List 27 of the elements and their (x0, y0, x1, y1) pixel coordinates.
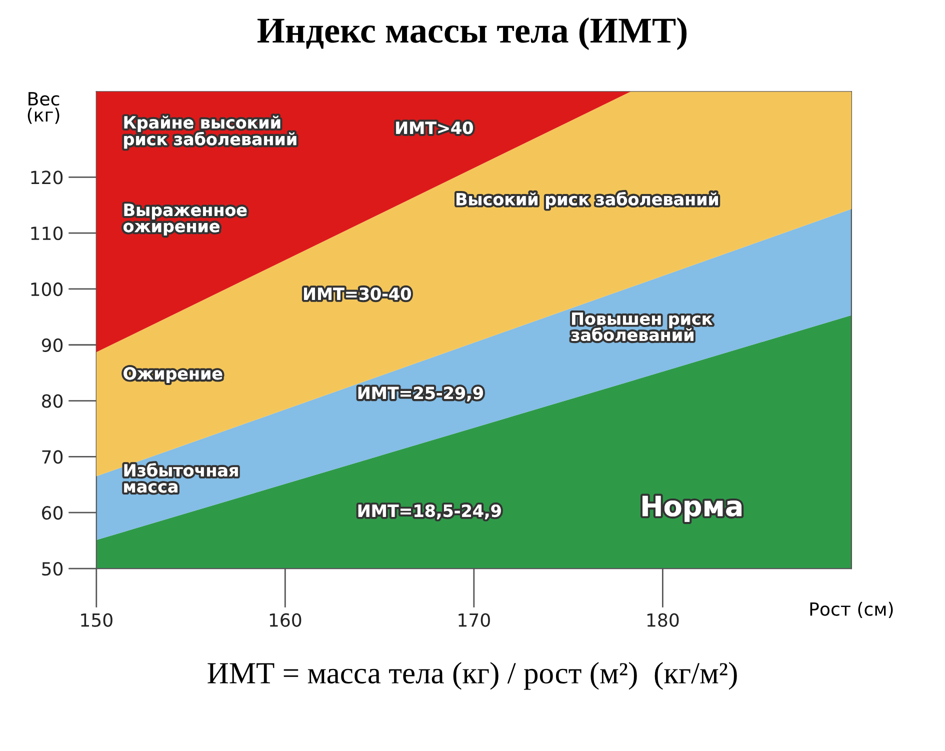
annotation: Высокий риск заболеваний (456, 192, 718, 209)
annotation: ИМТ=25-29,9 (358, 386, 483, 402)
x-tick-label: 170 (458, 613, 490, 627)
y-tick-label: 110 (31, 226, 63, 240)
y-tick-label: 120 (31, 170, 63, 184)
y-tick-label: 90 (42, 338, 63, 352)
annotation: ИМТ>40 (396, 122, 473, 134)
annotation: Повышен риск заболеваний (571, 312, 712, 342)
y-axis-title: Вес (кг) (28, 92, 60, 124)
x-tick-label: 180 (647, 613, 679, 627)
annotation: Избыточная масса (124, 463, 238, 493)
x-axis-title: Рост (см) (810, 602, 893, 618)
x-tick-label: 150 (81, 613, 112, 627)
y-tick-label: 100 (31, 282, 63, 296)
y-tick-label: 50 (42, 562, 63, 576)
y-tick-label: 80 (42, 394, 63, 408)
annotation: Крайне высокий риск заболеваний (124, 116, 296, 149)
y-tick-label: 60 (42, 506, 63, 520)
annotation: Выраженное ожирение (124, 204, 247, 236)
y-tick-label: 70 (42, 450, 63, 464)
text: ИМТ = масса тела (кг) / рост (м²) (кг/м²) (208, 662, 737, 690)
chart-title: Индекс массы тела (ИМТ) (257, 17, 687, 50)
annotation: ИМТ=18,5-24,9 (358, 504, 501, 520)
annotation: Ожирение (124, 367, 222, 383)
x-tick-label: 160 (270, 613, 302, 627)
annotation: Норма (642, 496, 742, 522)
annotation: ИМТ=30-40 (304, 287, 411, 300)
